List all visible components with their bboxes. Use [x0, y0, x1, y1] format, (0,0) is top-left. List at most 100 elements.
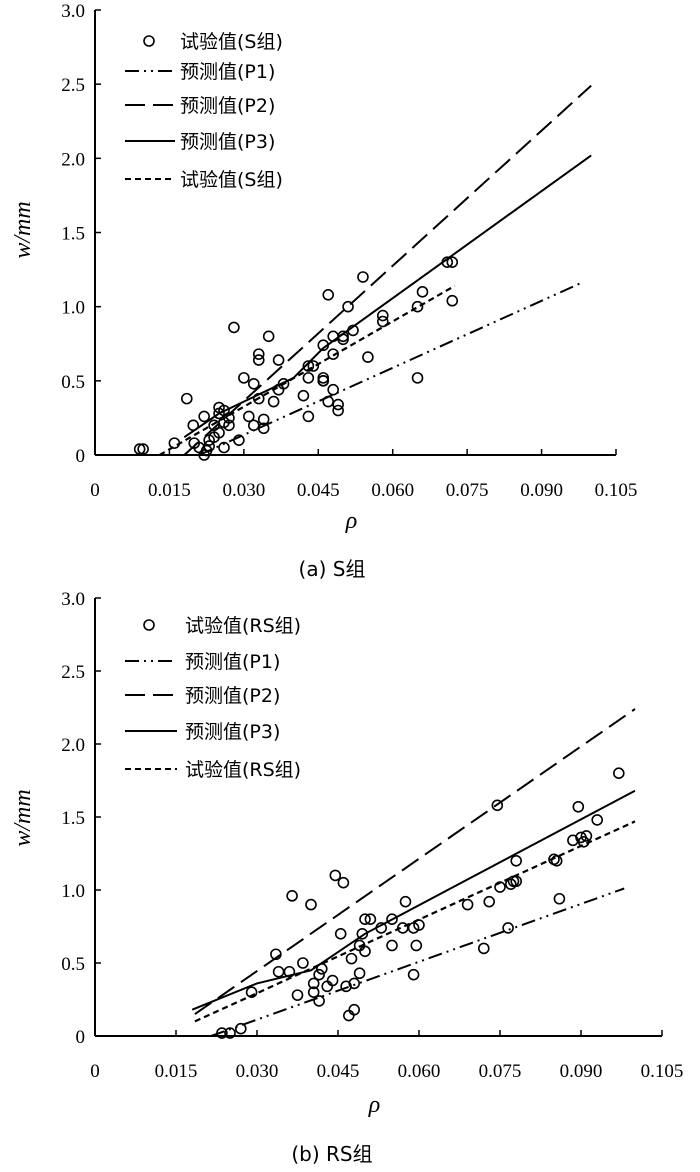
data-point — [386, 939, 398, 952]
y-tick-label: 3.0 — [61, 1, 85, 22]
data-point — [286, 890, 298, 902]
legend-marker — [143, 35, 155, 47]
data-point — [327, 348, 339, 360]
y-tick-label: 2.0 — [61, 149, 85, 170]
data-point — [353, 967, 366, 980]
x-tick-label: 0.105 — [595, 480, 638, 501]
data-point — [252, 354, 265, 366]
data-point — [317, 372, 330, 384]
data-point — [228, 321, 240, 334]
data-point — [321, 980, 334, 993]
data-point — [410, 939, 423, 952]
data-point — [213, 426, 225, 439]
data-point — [302, 360, 315, 372]
data-point — [332, 404, 344, 417]
legend-label: 试验值(RS组) — [185, 615, 301, 637]
data-point — [235, 1022, 247, 1035]
data-point — [491, 799, 504, 812]
x-tick-label: 0.090 — [520, 480, 563, 501]
y-tick-label: 1.0 — [61, 881, 85, 902]
data-point — [446, 294, 459, 307]
data-point — [357, 271, 369, 283]
series-line-solid — [183, 154, 592, 439]
data-point — [502, 922, 514, 934]
x-tick-label: 0.105 — [641, 1061, 684, 1082]
legend: 试验值(RS组) 预测值(P1) 预测值(P2) 预测值(P3) 试验值(RS组) — [125, 615, 301, 781]
data-point — [272, 354, 285, 366]
data-point — [326, 974, 339, 987]
x-tick-label: 0.060 — [398, 1061, 441, 1082]
x-tick-label: 0.015 — [155, 1061, 198, 1082]
data-point — [461, 898, 474, 911]
data-point — [356, 927, 369, 940]
legend-label: 预测值(P2) — [185, 685, 280, 707]
x-axis-title: ρ — [345, 508, 358, 534]
data-point — [198, 410, 210, 423]
x-tick-label: 0.060 — [371, 480, 414, 501]
data-point — [305, 898, 317, 911]
y-axis-title: w/mm — [10, 789, 36, 846]
data-point — [550, 854, 563, 867]
legend-label: 预测值(P3) — [185, 721, 280, 743]
series-line-solid — [191, 789, 636, 1011]
data-point — [224, 1027, 236, 1039]
x-tick-label: 0.075 — [446, 480, 489, 501]
data-point — [180, 392, 193, 405]
panel-caption: (b) RS组 — [291, 1142, 372, 1166]
data-point — [376, 315, 389, 328]
y-tick-label: 2.0 — [61, 735, 85, 756]
data-point — [572, 800, 585, 813]
data-point — [307, 977, 320, 990]
series-line-long-dash — [194, 708, 636, 1015]
x-tick-label: 0.045 — [297, 480, 340, 501]
data-point — [272, 965, 285, 978]
data-point — [238, 372, 250, 384]
data-point — [477, 942, 490, 955]
data-point — [348, 977, 361, 990]
y-tick-label: 3.0 — [61, 589, 85, 610]
y-tick-label: 1.5 — [61, 808, 85, 829]
data-point — [359, 945, 371, 958]
data-point — [267, 395, 280, 408]
data-point — [297, 957, 309, 969]
x-tick-label: 0.030 — [236, 1061, 279, 1082]
data-point — [327, 383, 339, 396]
chart-panel-a: 0 0.5 1.0 1.5 2.0 2.5 3.0 0 0.015 0.030 0.045 0.060… — [10, 1, 637, 534]
data-point — [313, 968, 325, 981]
data-point — [329, 869, 342, 882]
scatter-series — [216, 767, 625, 1039]
data-point — [307, 986, 320, 999]
data-point — [396, 922, 409, 934]
x-tick-label: 0.045 — [317, 1061, 360, 1082]
data-point — [342, 1009, 355, 1022]
x-tick-label: 0.090 — [560, 1061, 603, 1082]
data-point — [137, 443, 149, 455]
data-point — [313, 995, 325, 1007]
data-point — [580, 830, 593, 842]
data-point — [291, 989, 304, 1001]
data-point — [168, 437, 181, 449]
data-point — [307, 360, 320, 372]
legend-marker — [143, 619, 155, 631]
data-point — [416, 286, 429, 298]
data-point — [407, 968, 420, 981]
x-tick-label: 0 — [90, 480, 100, 501]
legend-label: 预测值(P1) — [185, 651, 280, 673]
data-point — [359, 913, 371, 926]
y-tick-label: 0 — [76, 1027, 86, 1048]
legend-label: 预测值(P2) — [180, 95, 275, 117]
data-point — [411, 300, 424, 313]
data-point — [247, 419, 260, 432]
legend-label: 试验值(S组) — [180, 31, 283, 53]
x-tick-label: 0.075 — [479, 1061, 522, 1082]
chart-panel-b: 0 0.5 1.0 1.5 2.0 2.5 3.0 0 0.015 0.030 0.045 0.060… — [10, 589, 683, 1118]
legend-label: 预测值(P3) — [180, 131, 275, 153]
x-axis-title: ρ — [368, 1092, 381, 1118]
data-point — [243, 410, 255, 423]
legend-label: 试验值(S组) — [180, 169, 283, 191]
data-point — [297, 389, 310, 402]
legend-label: 试验值(RS组) — [185, 759, 301, 781]
data-point — [411, 372, 424, 384]
data-point — [262, 330, 275, 343]
